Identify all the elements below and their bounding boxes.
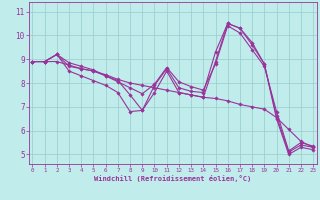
X-axis label: Windchill (Refroidissement éolien,°C): Windchill (Refroidissement éolien,°C) (94, 175, 252, 182)
